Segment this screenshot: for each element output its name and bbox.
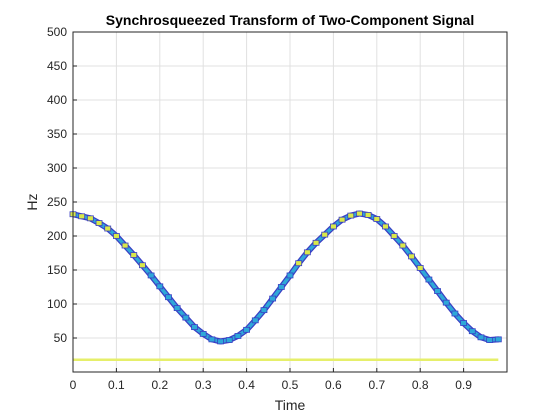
ridge-point — [390, 233, 398, 239]
y-tick-label: 200 — [47, 229, 67, 243]
ridge-point — [208, 336, 216, 343]
ridge-point — [269, 295, 277, 302]
x-tick-label: 0.7 — [368, 378, 385, 392]
x-tick-label: 0.3 — [195, 378, 212, 392]
ridge-point — [347, 212, 355, 219]
ridge-point — [234, 333, 242, 339]
x-tick-label: 0.5 — [282, 378, 299, 392]
y-tick-label: 150 — [47, 263, 67, 277]
x-tick-label: 0.2 — [151, 378, 168, 392]
ridge-point — [191, 324, 198, 331]
ridge-point — [156, 283, 164, 290]
ridge-point — [182, 314, 190, 321]
ridge-point — [113, 233, 120, 239]
ridge-point — [78, 213, 86, 220]
ridge-point — [95, 220, 103, 226]
ridge-point — [104, 225, 112, 232]
y-tick-label: 300 — [47, 161, 67, 175]
x-tick-label: 0 — [70, 378, 77, 392]
ridge-point — [382, 223, 389, 230]
y-tick-label: 250 — [47, 195, 67, 209]
ridge-point — [260, 307, 268, 314]
ridge-point — [165, 294, 172, 301]
ridge-point — [460, 320, 468, 326]
ridge-point — [356, 210, 363, 217]
ridge-point — [295, 260, 303, 267]
x-tick-label: 0.1 — [108, 378, 125, 392]
y-tick-label: 500 — [47, 25, 67, 39]
chart-title: Synchrosqueezed Transform of Two-Compone… — [106, 12, 474, 28]
ridge-point — [217, 338, 224, 345]
ridge-point — [130, 252, 138, 258]
ridge-point — [451, 310, 459, 317]
ridge-point — [494, 336, 502, 343]
ridge-point — [399, 242, 407, 249]
ridge-point — [173, 305, 181, 311]
y-tick-label: 400 — [47, 93, 67, 107]
ridge-point — [121, 242, 129, 249]
ridge-point — [86, 215, 94, 222]
y-axis-label: Hz — [24, 193, 40, 210]
y-tick-label: 100 — [47, 297, 67, 311]
ridge-point — [477, 334, 485, 341]
ridge-point — [329, 223, 337, 230]
ridge-point — [243, 326, 251, 333]
ridge-point — [338, 216, 346, 223]
ridge-point — [199, 331, 207, 337]
ridge-point — [373, 216, 381, 222]
ridge-point — [442, 299, 450, 306]
y-tick-label: 50 — [54, 331, 68, 345]
axis-ticks: 0 0.1 0.2 0.3 0.4 0.5 0.6 0.7 0.8 0.9 50 100 150 200 2… — [47, 25, 472, 392]
ridge-point — [425, 276, 433, 283]
ridge-point — [147, 272, 155, 279]
x-tick-label: 0.6 — [325, 378, 342, 392]
ridge-point — [364, 212, 372, 218]
x-tick-label: 0.9 — [455, 378, 472, 392]
x-axis-label: Time — [275, 397, 306, 413]
ridge-point — [277, 284, 285, 290]
ridge-point — [286, 272, 294, 279]
ridge-point — [251, 317, 259, 324]
ridge-point — [312, 239, 320, 246]
data-series — [69, 210, 502, 362]
y-tick-label: 350 — [47, 127, 67, 141]
y-tick-label: 450 — [47, 59, 67, 73]
ridge-point — [434, 288, 441, 294]
ridge-point — [303, 249, 311, 256]
x-tick-label: 0.8 — [412, 378, 429, 392]
ridge-point — [225, 337, 233, 343]
ridge-point — [486, 337, 494, 343]
ridge-point — [416, 265, 424, 271]
ridge-point — [468, 328, 476, 335]
ridge-point — [139, 262, 146, 269]
x-tick-label: 0.4 — [238, 378, 255, 392]
ridge-point — [408, 253, 415, 260]
ridge-point — [321, 231, 329, 238]
